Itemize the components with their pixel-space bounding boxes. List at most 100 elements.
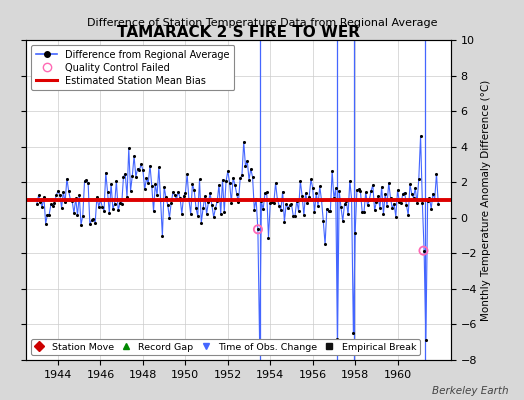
Point	[409, 194, 418, 201]
Point	[254, 226, 262, 232]
Point	[79, 212, 87, 219]
Point	[179, 193, 188, 199]
Point	[432, 170, 441, 177]
Point	[243, 158, 252, 164]
Y-axis label: Monthly Temperature Anomaly Difference (°C): Monthly Temperature Anomaly Difference (…	[481, 79, 491, 321]
Point	[130, 153, 138, 159]
Point	[241, 163, 249, 170]
Point	[32, 201, 41, 207]
Point	[305, 194, 313, 200]
Point	[386, 195, 395, 201]
Point	[296, 178, 304, 184]
Point	[102, 170, 110, 176]
Point	[312, 190, 321, 196]
Point	[332, 185, 340, 192]
Point	[321, 241, 329, 248]
Point	[292, 198, 301, 204]
Point	[107, 180, 115, 187]
Point	[427, 206, 435, 212]
Point	[351, 230, 359, 236]
Point	[239, 139, 248, 145]
Point	[248, 174, 257, 180]
Point	[98, 203, 106, 210]
Point	[369, 182, 377, 188]
Point	[208, 202, 216, 208]
Point	[277, 207, 285, 214]
Point	[91, 219, 100, 226]
Point	[66, 197, 74, 203]
Point	[349, 330, 357, 336]
Point	[227, 199, 235, 206]
Point	[354, 186, 363, 193]
Point	[148, 182, 156, 189]
Point	[61, 199, 69, 205]
Point	[282, 201, 290, 207]
Point	[52, 192, 60, 198]
Point	[419, 248, 428, 254]
Point	[121, 170, 129, 177]
Point	[271, 180, 280, 186]
Text: Berkeley Earth: Berkeley Earth	[432, 386, 508, 396]
Point	[314, 202, 322, 209]
Point	[250, 206, 258, 213]
Point	[73, 212, 82, 218]
Point	[291, 212, 299, 219]
Point	[49, 203, 57, 210]
Point	[50, 200, 59, 206]
Point	[47, 201, 55, 207]
Point	[132, 174, 140, 180]
Point	[183, 171, 191, 178]
Point	[353, 187, 361, 193]
Point	[204, 199, 213, 206]
Point	[139, 167, 147, 173]
Point	[257, 198, 266, 205]
Point	[431, 196, 439, 202]
Point	[225, 180, 234, 186]
Point	[224, 168, 232, 174]
Point	[388, 205, 397, 212]
Point	[379, 211, 388, 217]
Point	[247, 166, 255, 172]
Point	[229, 174, 237, 181]
Point	[238, 172, 246, 178]
Point	[310, 209, 319, 215]
Point	[275, 202, 283, 209]
Point	[429, 190, 437, 197]
Point	[319, 218, 328, 224]
Point	[399, 190, 407, 197]
Point	[176, 194, 184, 201]
Point	[307, 176, 315, 183]
Point	[323, 206, 331, 212]
Point	[259, 206, 267, 212]
Point	[301, 190, 310, 196]
Point	[231, 182, 239, 188]
Point	[346, 178, 354, 184]
Point	[404, 212, 412, 218]
Point	[219, 177, 227, 183]
Point	[202, 211, 211, 217]
Point	[402, 202, 411, 208]
Point	[365, 197, 374, 203]
Point	[315, 183, 324, 190]
Legend: Station Move, Record Gap, Time of Obs. Change, Empirical Break: Station Move, Record Gap, Time of Obs. C…	[31, 339, 420, 355]
Point	[335, 188, 343, 194]
Point	[339, 218, 347, 224]
Point	[36, 199, 45, 205]
Point	[89, 216, 97, 222]
Point	[236, 175, 244, 182]
Point	[63, 176, 71, 182]
Point	[125, 145, 133, 151]
Point	[93, 194, 101, 200]
Point	[160, 184, 168, 190]
Point	[56, 191, 64, 198]
Point	[114, 207, 122, 214]
Point	[324, 208, 333, 214]
Point	[363, 202, 372, 209]
Point	[264, 234, 272, 241]
Point	[362, 189, 370, 195]
Point	[151, 181, 159, 188]
Point	[425, 194, 433, 201]
Point	[40, 194, 48, 200]
Point	[142, 175, 150, 182]
Point	[370, 207, 379, 214]
